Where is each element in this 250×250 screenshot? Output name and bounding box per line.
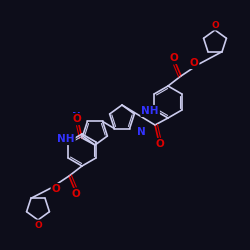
Text: N: N [137,126,145,136]
Text: O: O [211,20,219,30]
Text: O: O [34,220,42,230]
Text: O: O [190,58,198,68]
Text: NH: NH [57,134,75,144]
Text: N: N [72,112,80,122]
Text: O: O [72,114,82,124]
Text: O: O [52,184,60,194]
Text: O: O [156,139,164,149]
Text: O: O [72,189,80,199]
Text: NH: NH [141,106,159,116]
Text: O: O [170,53,178,63]
